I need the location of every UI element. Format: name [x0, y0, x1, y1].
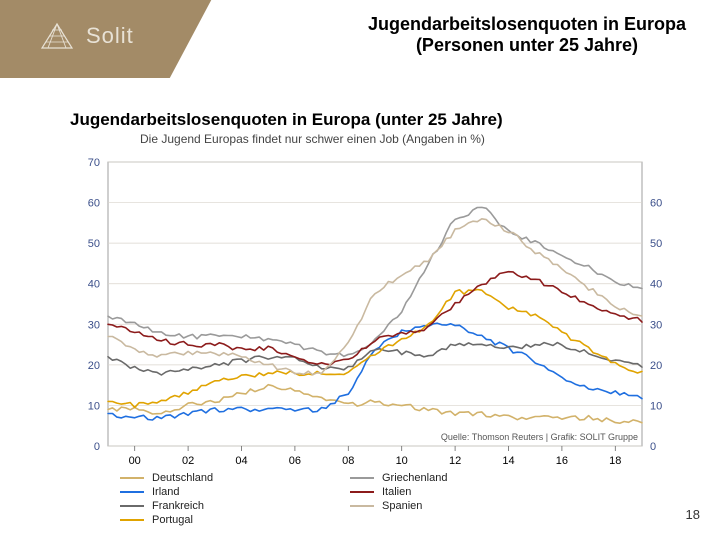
svg-text:30: 30 — [88, 319, 100, 331]
svg-text:00: 00 — [129, 455, 141, 467]
pyramid-icon — [40, 22, 74, 50]
chart-legend: Deutschland Griechenland Irland Italien Fran… — [120, 472, 580, 526]
slide-header: Solit Jugendarbeitslosenquoten in Europa… — [0, 0, 720, 78]
legend-label: Spanien — [382, 500, 422, 512]
legend-item: Deutschland — [120, 472, 350, 484]
svg-text:10: 10 — [396, 455, 408, 467]
svg-text:08: 08 — [342, 455, 354, 467]
slide-title-line1: Jugendarbeitslosenquoten in Europa — [368, 14, 686, 35]
svg-text:70: 70 — [88, 157, 100, 169]
legend-label: Frankreich — [152, 500, 204, 512]
legend-item: Frankreich — [120, 500, 350, 512]
legend-item: Italien — [350, 486, 580, 498]
brand-logo: Solit — [40, 22, 134, 50]
chart-container: Jugendarbeitslosenquoten in Europa (unte… — [70, 110, 680, 482]
svg-text:12: 12 — [449, 455, 461, 467]
legend-swatch — [120, 519, 144, 521]
legend-label: Griechenland — [382, 472, 447, 484]
svg-text:16: 16 — [556, 455, 568, 467]
brand-name: Solit — [86, 23, 134, 49]
svg-text:50: 50 — [88, 238, 100, 250]
legend-swatch — [350, 505, 374, 507]
legend-label: Deutschland — [152, 472, 213, 484]
svg-text:14: 14 — [502, 455, 514, 467]
svg-text:60: 60 — [650, 198, 662, 210]
svg-text:20: 20 — [88, 360, 100, 372]
legend-swatch — [350, 477, 374, 479]
svg-text:0: 0 — [650, 441, 656, 453]
svg-text:30: 30 — [650, 319, 662, 331]
legend-label: Portugal — [152, 514, 193, 526]
svg-text:20: 20 — [650, 360, 662, 372]
line-chart: 0010102020303040405050606070000204060810… — [70, 152, 680, 482]
svg-text:06: 06 — [289, 455, 301, 467]
legend-item: Spanien — [350, 500, 580, 512]
svg-text:0: 0 — [94, 441, 100, 453]
svg-text:60: 60 — [88, 198, 100, 210]
slide-title: Jugendarbeitslosenquoten in Europa (Pers… — [368, 14, 686, 56]
svg-text:50: 50 — [650, 238, 662, 250]
svg-text:Quelle: Thomson Reuters | Graf: Quelle: Thomson Reuters | Grafik: SOLIT … — [441, 432, 638, 442]
svg-text:04: 04 — [235, 455, 247, 467]
legend-item: Portugal — [120, 514, 350, 526]
page-number: 18 — [686, 507, 700, 522]
svg-text:10: 10 — [88, 400, 100, 412]
chart-subtitle: Die Jugend Europas findet nur schwer ein… — [140, 132, 680, 146]
slide-title-line2: (Personen unter 25 Jahre) — [368, 35, 686, 56]
legend-item: Irland — [120, 486, 350, 498]
legend-label: Italien — [382, 486, 411, 498]
legend-swatch — [120, 477, 144, 479]
legend-swatch — [120, 491, 144, 493]
chart-title: Jugendarbeitslosenquoten in Europa (unte… — [70, 110, 680, 130]
legend-swatch — [350, 491, 374, 493]
svg-text:10: 10 — [650, 400, 662, 412]
legend-item: Griechenland — [350, 472, 580, 484]
svg-text:02: 02 — [182, 455, 194, 467]
legend-label: Irland — [152, 486, 180, 498]
svg-text:40: 40 — [650, 279, 662, 291]
legend-swatch — [120, 505, 144, 507]
svg-text:40: 40 — [88, 279, 100, 291]
svg-text:18: 18 — [609, 455, 621, 467]
